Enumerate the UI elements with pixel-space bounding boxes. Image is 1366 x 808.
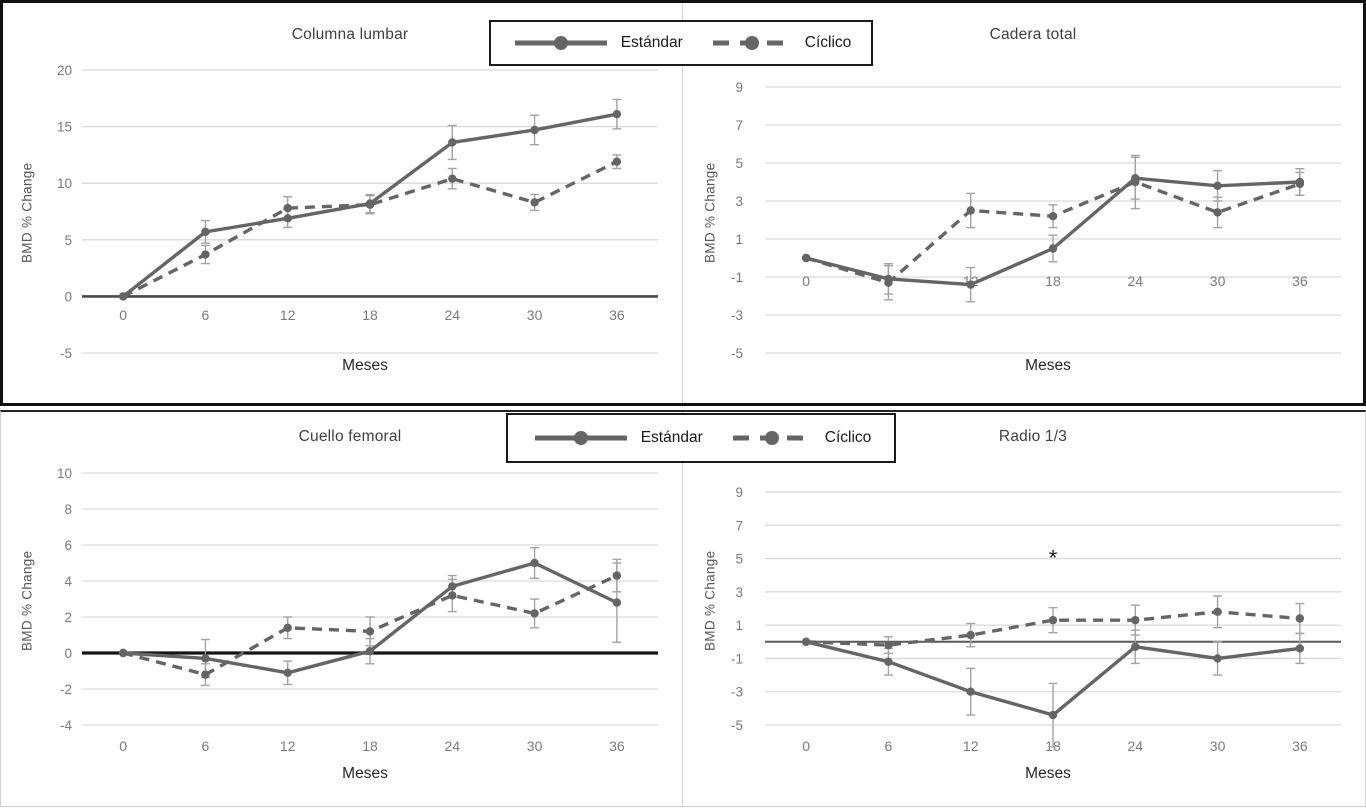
svg-text:18: 18 — [1045, 273, 1061, 289]
svg-text:24: 24 — [1127, 273, 1143, 289]
svg-text:-2: -2 — [60, 682, 72, 697]
svg-text:6: 6 — [885, 738, 893, 754]
svg-text:18: 18 — [362, 307, 378, 323]
chart-title-cuello-femoral: Cuello femoral — [298, 428, 402, 445]
svg-text:30: 30 — [527, 307, 543, 323]
svg-text:-5: -5 — [731, 718, 743, 733]
svg-text:36: 36 — [1292, 273, 1308, 289]
svg-text:-3: -3 — [731, 308, 743, 323]
x-axis-title: Meses — [342, 765, 388, 782]
svg-text:2: 2 — [64, 610, 72, 625]
chart-title-cadera-total: Cadera total — [989, 26, 1077, 43]
svg-text:5: 5 — [735, 156, 743, 171]
bottom-panel-divider — [682, 412, 683, 806]
svg-text:30: 30 — [1210, 273, 1226, 289]
svg-text:24: 24 — [1127, 738, 1143, 754]
svg-text:7: 7 — [735, 518, 743, 533]
svg-text:9: 9 — [735, 80, 743, 95]
svg-text:1: 1 — [735, 618, 743, 633]
legend-top: Estándar Cíclico — [489, 20, 873, 66]
svg-text:1: 1 — [735, 232, 743, 247]
svg-text:6: 6 — [64, 538, 72, 553]
svg-text:10: 10 — [57, 176, 72, 191]
dashed-line-marker-icon — [732, 431, 811, 445]
svg-text:6: 6 — [202, 738, 210, 754]
svg-text:-4: -4 — [60, 718, 72, 733]
svg-text:24: 24 — [444, 307, 460, 323]
svg-text:24: 24 — [444, 738, 460, 754]
svg-text:4: 4 — [64, 574, 72, 589]
panel-cadera-total: Cadera total BMD % Change 97531-1-3-5061… — [683, 0, 1366, 404]
svg-text:15: 15 — [57, 120, 72, 135]
svg-text:12: 12 — [280, 307, 296, 323]
solid-line-marker-icon — [534, 431, 627, 445]
svg-text:36: 36 — [609, 738, 625, 754]
svg-text:12: 12 — [280, 738, 296, 754]
svg-text:0: 0 — [119, 738, 127, 754]
legend-label: Cíclico — [804, 34, 852, 51]
svg-text:10: 10 — [57, 466, 72, 481]
svg-text:0: 0 — [802, 273, 810, 289]
x-axis-title: Meses — [1025, 765, 1071, 782]
svg-text:0: 0 — [64, 646, 72, 661]
legend-item-estandar: Estándar — [511, 34, 683, 52]
svg-text:0: 0 — [802, 738, 810, 754]
svg-text:3: 3 — [735, 585, 743, 600]
chart-plot-columna-lumbar: 20 15 10 5 0 -5 0 6 12 18 24 30 36 — [57, 63, 658, 361]
svg-text:36: 36 — [1292, 738, 1308, 754]
svg-text:-5: -5 — [60, 346, 72, 361]
svg-text:20: 20 — [57, 63, 72, 78]
svg-text:8: 8 — [64, 502, 72, 517]
svg-text:6: 6 — [202, 307, 210, 323]
panel-columna-lumbar: Columna lumbar BMD % Change 20 15 10 5 0 -5 0 6… — [0, 0, 683, 404]
chart-title-columna-lumbar: Columna lumbar — [291, 26, 409, 43]
top-panel-divider — [682, 3, 683, 403]
svg-text:30: 30 — [1210, 738, 1226, 754]
significance-asterisk: * — [1049, 546, 1058, 571]
svg-text:12: 12 — [963, 738, 979, 754]
svg-text:36: 36 — [609, 307, 625, 323]
legend-item-ciclico: Cíclico — [709, 34, 852, 52]
top-panels-frame — [0, 0, 1366, 406]
legend-label: Cíclico — [824, 429, 872, 446]
svg-text:-5: -5 — [731, 346, 743, 361]
svg-text:0: 0 — [64, 289, 72, 304]
bottom-panels-frame — [0, 410, 1366, 807]
svg-text:-1: -1 — [731, 651, 743, 666]
legend-label: Estándar — [620, 34, 683, 51]
panel-radio-1-3: Radio 1/3 BMD % Change 97531-1-3-5061218… — [683, 404, 1366, 808]
solid-line-marker-icon — [514, 36, 607, 50]
x-axis-title: Meses — [1025, 357, 1071, 374]
svg-text:30: 30 — [527, 738, 543, 754]
panel-cuello-femoral: Cuello femoral BMD % Change 10 8 6 4 2 0 -2 -4 0… — [0, 404, 683, 808]
svg-text:9: 9 — [735, 485, 743, 500]
legend-bottom: Estándar Cíclico — [506, 413, 896, 463]
x-axis-title: Meses — [342, 357, 388, 374]
legend-item-estandar: Estándar — [531, 429, 703, 447]
chart-plot-cuello-femoral: 10 8 6 4 2 0 -2 -4 0 6 12 18 24 30 36 — [57, 466, 658, 754]
dashed-line-marker-icon — [712, 36, 791, 50]
legend-item-ciclico: Cíclico — [729, 429, 872, 447]
svg-text:3: 3 — [735, 194, 743, 209]
legend-label: Estándar — [640, 429, 703, 446]
svg-text:-1: -1 — [731, 270, 743, 285]
svg-text:-3: -3 — [731, 685, 743, 700]
svg-text:5: 5 — [64, 233, 72, 248]
svg-text:0: 0 — [119, 307, 127, 323]
svg-text:5: 5 — [735, 552, 743, 567]
svg-text:18: 18 — [362, 738, 378, 754]
chart-title-radio-1-3: Radio 1/3 — [998, 428, 1068, 445]
svg-text:7: 7 — [735, 118, 743, 133]
